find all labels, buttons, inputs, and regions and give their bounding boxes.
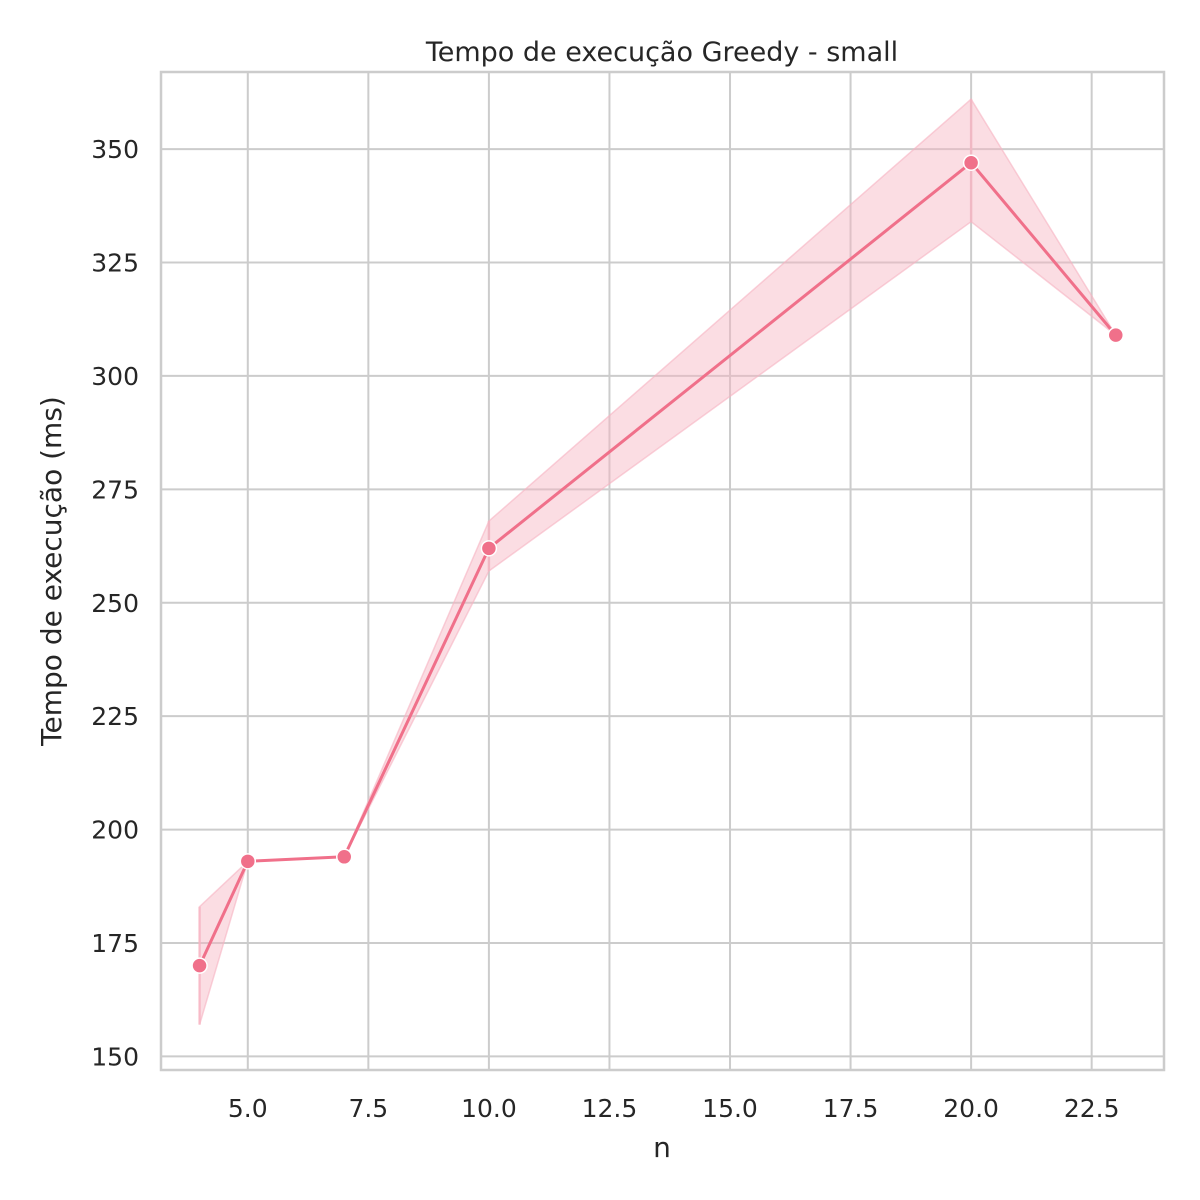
x-tick-labels: 5.0 7.5 10.0 12.5 15.0 17.5 20.0 22.5 — [228, 1094, 1120, 1123]
x-tick-label: 22.5 — [1064, 1094, 1120, 1123]
series-line-group — [198, 161, 1117, 967]
data-point — [962, 154, 980, 171]
plot-frame — [159, 70, 1166, 1072]
data-point — [480, 540, 498, 557]
series-line — [198, 161, 1117, 967]
data-point — [335, 848, 353, 866]
y-tick-label: 200 — [91, 816, 139, 845]
x-tick-label: 12.5 — [582, 1094, 638, 1123]
confidence-band — [198, 98, 1117, 1025]
x-tick-label: 7.5 — [348, 1094, 388, 1123]
x-tick-label: 15.0 — [702, 1094, 758, 1123]
x-axis-label: n — [653, 1131, 671, 1164]
y-tick-label: 300 — [91, 362, 139, 391]
data-point — [239, 853, 257, 870]
x-tick-label: 20.0 — [943, 1094, 999, 1123]
y-tick-label: 350 — [91, 135, 139, 164]
ci-band — [198, 98, 1117, 1025]
y-tick-label: 225 — [91, 702, 139, 731]
x-tick-label: 17.5 — [823, 1094, 879, 1123]
y-tick-label: 325 — [91, 249, 139, 278]
y-tick-label: 175 — [91, 929, 139, 958]
data-point — [191, 957, 208, 974]
data-points — [191, 154, 1125, 974]
data-point — [1107, 326, 1125, 344]
y-tick-labels: 150 175 200 225 250 275 300 325 350 — [91, 135, 139, 1071]
x-tick-label: 5.0 — [228, 1094, 268, 1123]
y-tick-label: 275 — [91, 475, 139, 504]
y-tick-label: 150 — [91, 1042, 139, 1071]
y-tick-label: 250 — [91, 589, 139, 618]
grid-lines — [161, 72, 1164, 1070]
y-axis-label: Tempo de execução (ms) — [35, 396, 68, 747]
chart-title: Tempo de execução Greedy - small — [425, 37, 898, 68]
x-tick-label: 10.0 — [461, 1094, 517, 1123]
